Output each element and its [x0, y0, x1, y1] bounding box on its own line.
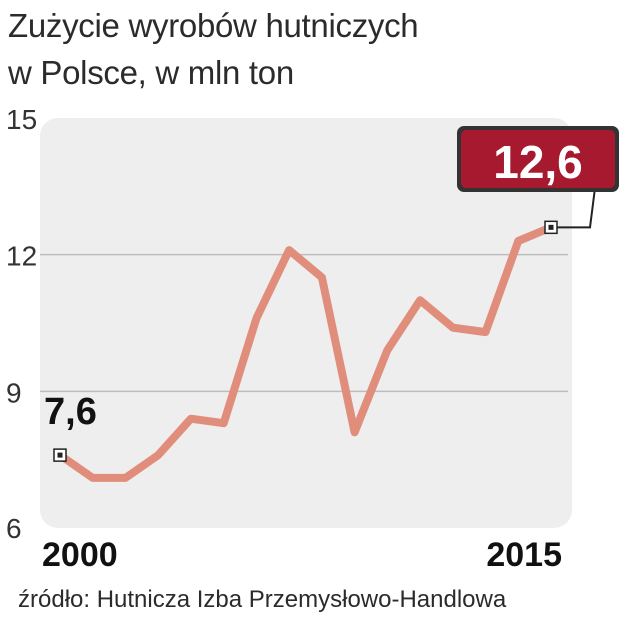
y-tick-label: 6 [6, 513, 22, 544]
leader-line [557, 187, 596, 229]
x-tick-label: 2000 [42, 536, 118, 574]
chart-title-line-1: Zużycie wyrobów hutniczych [8, 7, 419, 44]
value-annotations: 7,6 12,6 [44, 126, 619, 462]
highlight-box [461, 130, 615, 188]
data-point-marker-dot [57, 452, 63, 458]
y-axis-tick-labels: 6 9 12 15 [6, 104, 37, 544]
grid-lines [40, 253, 568, 393]
start-value-label: 7,6 [44, 391, 97, 433]
y-tick-label: 9 [6, 377, 22, 408]
data-point-marker-dot [548, 224, 554, 230]
chart-title: Zużycie wyrobów hutniczych w Polsce, w m… [8, 2, 608, 96]
x-axis-tick-labels: 2000 2015 [42, 536, 562, 574]
x-tick-label: 2015 [486, 536, 562, 574]
source-note: źródło: Hutnicza Izba Przemysłowo-Handlo… [18, 586, 507, 613]
series-line [56, 223, 555, 482]
end-value-label: 12,6 [493, 136, 583, 188]
y-tick-label: 15 [6, 104, 37, 135]
chart-title-line-2: w Polsce, w mln ton [8, 54, 294, 91]
y-tick-label: 12 [6, 241, 37, 272]
plot-area [40, 118, 572, 528]
